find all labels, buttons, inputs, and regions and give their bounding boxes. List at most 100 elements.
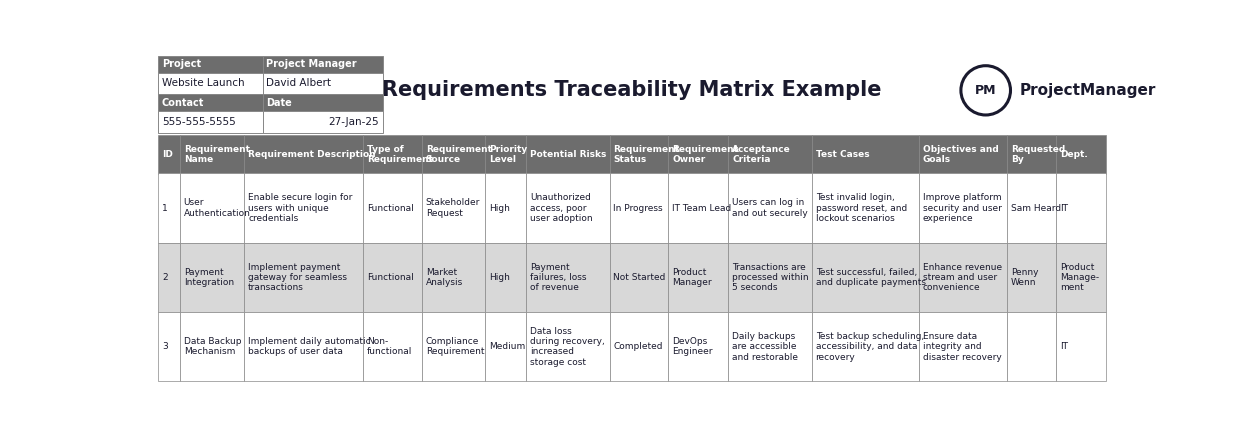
Bar <box>422 243 486 312</box>
Bar <box>729 135 811 174</box>
Bar <box>158 56 263 73</box>
Text: Dept.: Dept. <box>1060 150 1088 159</box>
Bar <box>729 243 811 312</box>
Bar <box>609 135 668 174</box>
Bar <box>158 174 180 243</box>
Bar <box>919 174 1007 243</box>
Text: Enable secure login for
users with unique
credentials: Enable secure login for users with uniqu… <box>248 193 353 223</box>
Text: 3: 3 <box>162 342 168 351</box>
Bar <box>811 243 919 312</box>
Text: In Progress: In Progress <box>614 203 663 213</box>
Text: Objectives and
Goals: Objectives and Goals <box>922 145 999 164</box>
Text: Test Cases: Test Cases <box>815 150 869 159</box>
Text: Functional: Functional <box>366 273 413 282</box>
Text: Priority
Level: Priority Level <box>490 145 528 164</box>
Bar <box>1057 174 1106 243</box>
Text: Test successful, failed,
and duplicate payments: Test successful, failed, and duplicate p… <box>815 268 926 287</box>
Text: High: High <box>490 273 510 282</box>
Text: Project: Project <box>162 59 201 69</box>
Bar <box>422 174 486 243</box>
Bar <box>1007 135 1057 174</box>
Bar <box>1057 312 1106 381</box>
Text: 1: 1 <box>162 203 168 213</box>
Text: DevOps
Engineer: DevOps Engineer <box>672 337 713 356</box>
Bar <box>486 174 526 243</box>
Bar <box>668 243 729 312</box>
Bar <box>811 312 919 381</box>
Bar <box>180 135 244 174</box>
Bar <box>244 312 363 381</box>
Bar <box>486 312 526 381</box>
Text: Not Started: Not Started <box>614 273 666 282</box>
Bar <box>526 243 609 312</box>
Text: Requirement
Name: Requirement Name <box>184 145 250 164</box>
Text: Requirement
Status: Requirement Status <box>614 145 679 164</box>
Text: Potential Risks: Potential Risks <box>530 150 607 159</box>
Text: Enhance revenue
stream and user
convenience: Enhance revenue stream and user convenie… <box>922 263 1002 292</box>
Bar <box>244 174 363 243</box>
Bar <box>1057 135 1106 174</box>
Text: Requirement
Owner: Requirement Owner <box>672 145 739 164</box>
Bar <box>609 243 668 312</box>
Bar <box>486 243 526 312</box>
Text: Acceptance
Criteria: Acceptance Criteria <box>732 145 790 164</box>
Text: 555-555-5555: 555-555-5555 <box>162 117 236 127</box>
Bar <box>263 111 382 133</box>
Text: PM: PM <box>975 84 996 97</box>
Bar <box>1057 243 1106 312</box>
Text: Data loss
during recovery,
increased
storage cost: Data loss during recovery, increased sto… <box>530 327 604 367</box>
Text: David Albert: David Albert <box>266 79 332 89</box>
Text: Users can log in
and out securely: Users can log in and out securely <box>732 198 808 218</box>
Bar <box>158 243 180 312</box>
Text: Data Backup
Mechanism: Data Backup Mechanism <box>184 337 242 356</box>
Bar <box>244 243 363 312</box>
Text: Stakeholder
Request: Stakeholder Request <box>425 198 480 218</box>
Text: Requirement Description: Requirement Description <box>248 150 376 159</box>
Bar <box>729 312 811 381</box>
Bar <box>158 312 180 381</box>
Bar <box>668 312 729 381</box>
Text: Project Manager: Project Manager <box>266 59 358 69</box>
Bar <box>486 135 526 174</box>
Bar <box>244 135 363 174</box>
Text: Product
Manager: Product Manager <box>672 268 711 287</box>
Text: IT: IT <box>1060 342 1068 351</box>
Text: ID: ID <box>162 150 173 159</box>
Text: IT: IT <box>1060 203 1068 213</box>
Text: Requested
By: Requested By <box>1011 145 1065 164</box>
Bar <box>263 56 382 73</box>
Text: Date: Date <box>266 98 292 108</box>
Text: Test backup scheduling,
accessibility, and data
recovery: Test backup scheduling, accessibility, a… <box>815 332 924 362</box>
Bar <box>609 312 668 381</box>
Text: Market
Analysis: Market Analysis <box>425 268 462 287</box>
Bar <box>668 135 729 174</box>
Bar <box>363 135 422 174</box>
Text: Improve platform
security and user
experience: Improve platform security and user exper… <box>922 193 1001 223</box>
Bar <box>1007 243 1057 312</box>
Bar <box>158 135 180 174</box>
Bar <box>811 174 919 243</box>
Text: Compliance
Requirement: Compliance Requirement <box>425 337 485 356</box>
Bar <box>158 111 263 133</box>
Bar <box>811 135 919 174</box>
Text: Product
Manage-
ment: Product Manage- ment <box>1060 263 1100 292</box>
Text: Non-
functional: Non- functional <box>366 337 412 356</box>
Text: Requirement
Source: Requirement Source <box>425 145 492 164</box>
Bar <box>526 312 609 381</box>
Text: Implement payment
gateway for seamless
transactions: Implement payment gateway for seamless t… <box>248 263 348 292</box>
Bar <box>919 135 1007 174</box>
Bar <box>422 312 486 381</box>
Bar <box>919 243 1007 312</box>
Bar <box>526 135 609 174</box>
Bar <box>158 73 263 94</box>
Bar <box>609 174 668 243</box>
Bar <box>526 174 609 243</box>
Bar <box>363 243 422 312</box>
Text: Implement daily automatic
backups of user data: Implement daily automatic backups of use… <box>248 337 371 356</box>
Bar <box>363 312 422 381</box>
Text: User
Authentication: User Authentication <box>184 198 250 218</box>
Bar <box>158 94 263 111</box>
Bar <box>1007 312 1057 381</box>
Text: Completed: Completed <box>614 342 663 351</box>
Bar <box>180 312 244 381</box>
